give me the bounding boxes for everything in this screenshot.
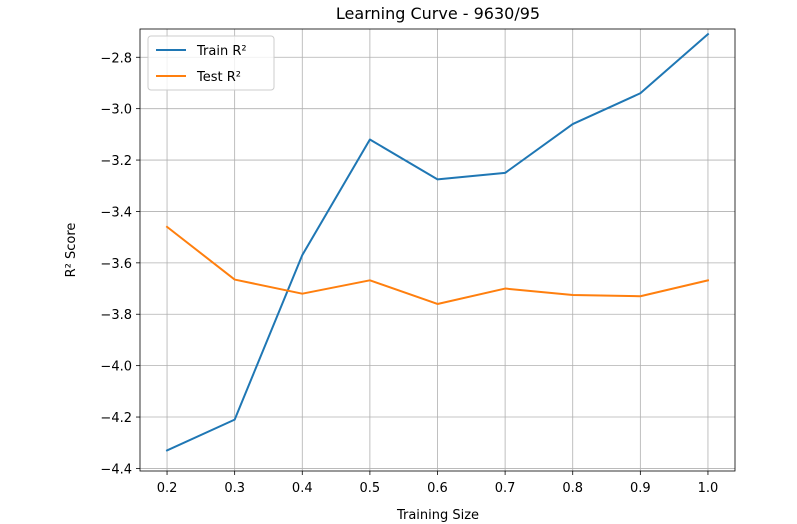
y-tick-label: −4.4 (100, 462, 132, 477)
x-tick-label: 0.3 (224, 481, 245, 496)
legend-label-test: Test R² (196, 70, 241, 85)
y-axis-ticks: −2.8 −3.0 −3.2 −3.4 −3.6 −3.8 −4.0 −4.2 −4.4 (100, 51, 140, 477)
y-tick-label: −3.2 (100, 154, 132, 169)
x-axis-label: Training Size (396, 508, 479, 523)
y-tick-label: −2.8 (100, 51, 132, 66)
series-layer (165, 32, 710, 452)
grid (140, 29, 735, 471)
x-tick-label: 0.9 (630, 481, 651, 496)
x-tick-label: 0.6 (427, 481, 448, 496)
y-tick-label: −3.6 (100, 257, 132, 272)
x-tick-label: 0.2 (157, 481, 178, 496)
y-tick-label: −4.0 (100, 360, 132, 375)
y-tick-label: −3.4 (100, 205, 132, 220)
y-axis-label: R² Score (64, 223, 79, 278)
y-tick-label: −3.8 (100, 308, 132, 323)
x-tick-label: 0.7 (495, 481, 516, 496)
y-tick-label: −3.0 (100, 103, 132, 118)
x-tick-label: 0.5 (360, 481, 381, 496)
x-axis-ticks: 0.2 0.3 0.4 0.5 0.6 0.7 0.8 0.9 1.0 (157, 471, 719, 496)
series-line-train (165, 32, 710, 452)
x-tick-label: 1.0 (698, 481, 719, 496)
series-line-test (165, 225, 710, 305)
y-tick-label: −4.2 (100, 411, 132, 426)
legend-label-train: Train R² (196, 44, 247, 59)
chart-title: Learning Curve - 9630/95 (336, 4, 540, 23)
legend: Train R² Test R² (147, 35, 275, 91)
x-tick-label: 0.4 (292, 481, 313, 496)
x-tick-label: 0.8 (562, 481, 583, 496)
